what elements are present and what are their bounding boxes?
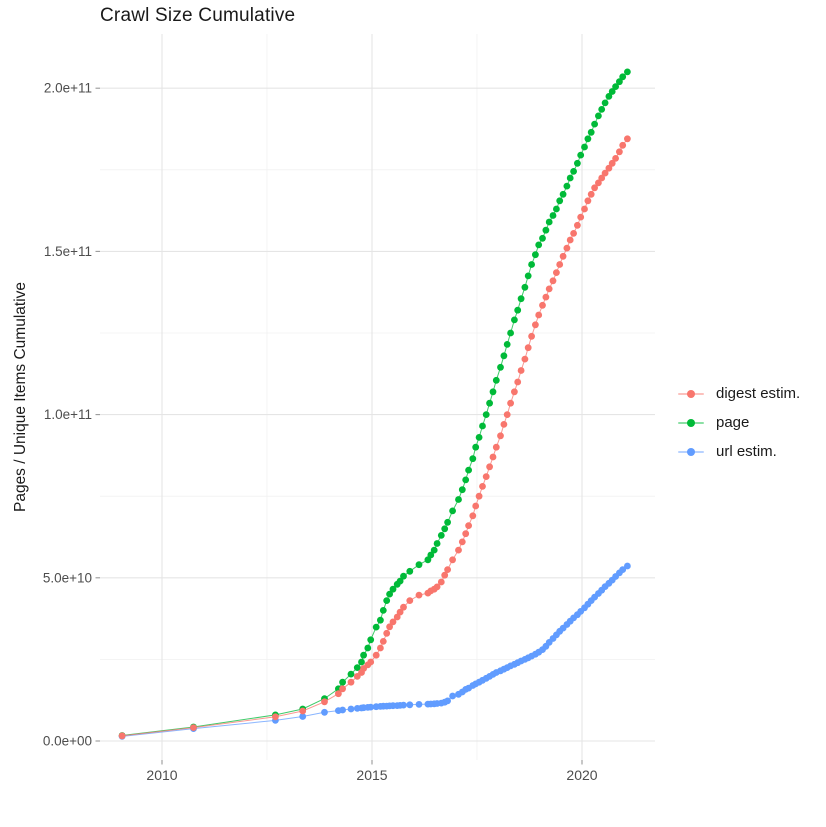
legend: digest estim. page url estim. xyxy=(676,379,800,466)
svg-text:2.0e+11: 2.0e+11 xyxy=(44,81,92,96)
y-tick-labels: 0.0e+00 5.0e+10 1.0e+11 1.5e+11 2.0e+11 xyxy=(43,81,92,749)
svg-text:0.0e+00: 0.0e+00 xyxy=(43,734,92,749)
legend-key-page-icon xyxy=(676,416,706,430)
svg-text:2010: 2010 xyxy=(146,767,177,783)
legend-key-digest-icon xyxy=(676,387,706,401)
legend-dot-page xyxy=(687,418,695,427)
series-url-estim xyxy=(118,562,631,740)
series-digest-estim xyxy=(118,135,631,740)
svg-text:1.5e+11: 1.5e+11 xyxy=(44,244,92,259)
legend-label-page: page xyxy=(716,414,750,431)
legend-label-url: url estim. xyxy=(716,443,777,460)
legend-dot-url xyxy=(687,447,695,456)
svg-text:2020: 2020 xyxy=(566,767,597,783)
axis-ticks xyxy=(95,87,583,765)
legend-item-digest-estim: digest estim. xyxy=(676,379,800,408)
chart-title: Crawl Size Cumulative xyxy=(100,5,296,26)
legend-item-page: page xyxy=(676,408,800,437)
legend-key-url-icon xyxy=(676,445,706,459)
svg-text:5.0e+10: 5.0e+10 xyxy=(43,570,92,585)
x-tick-labels: 2010 2015 2020 xyxy=(146,767,597,783)
legend-dot-digest xyxy=(687,389,695,398)
legend-item-url-estim: url estim. xyxy=(676,437,800,466)
gridlines-minor xyxy=(100,34,655,760)
legend-label-digest: digest estim. xyxy=(716,385,801,402)
series-page xyxy=(118,68,631,739)
svg-text:1.0e+11: 1.0e+11 xyxy=(44,407,92,422)
svg-text:2015: 2015 xyxy=(356,767,387,783)
gridlines-major xyxy=(100,34,655,760)
